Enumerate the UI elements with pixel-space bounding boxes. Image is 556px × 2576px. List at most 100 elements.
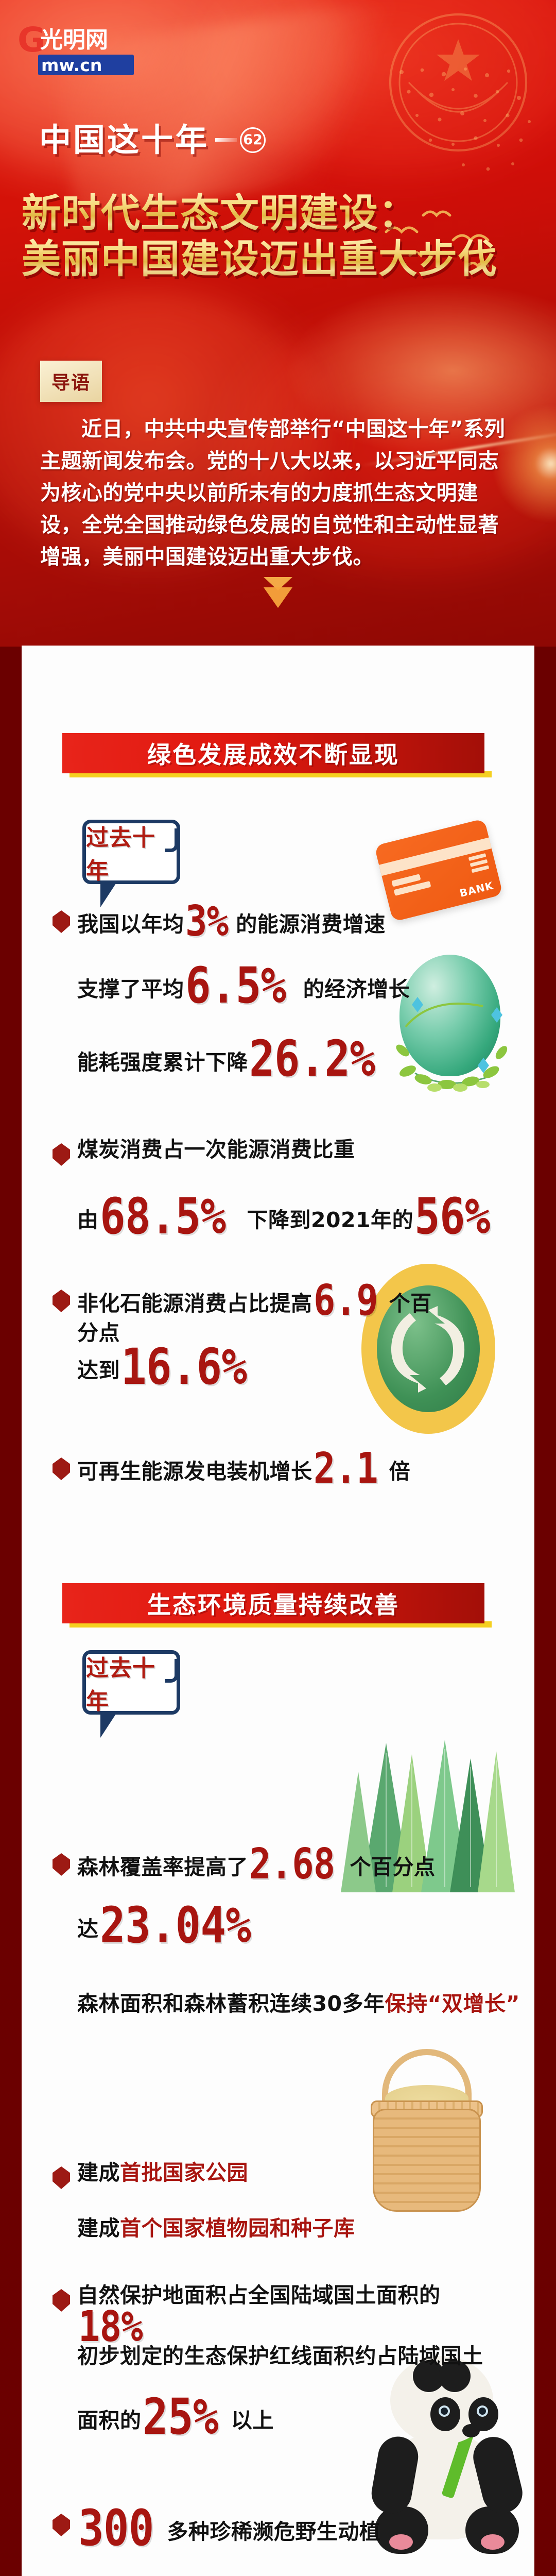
badge-label: 过去十年 [86,824,155,884]
intro-text: 近日，中共中央宣传部举行“中国这十年”系列主题新闻发布会。党的十八大以来，以习近… [40,417,506,569]
birds-icon [385,210,490,268]
title-dash-decoration [215,138,237,142]
stat-row: 达23.04% [77,1896,396,1954]
stat-number: 23.04% [99,1896,251,1954]
stat-number: 25% [142,2388,218,2446]
stat-row: 森林面积和森林蓄积连续30多年保持“双增长” [77,1990,530,2017]
stat-prefix: 森林覆盖率提高了 [77,1855,248,1879]
stat-number: 2.68 [249,1840,335,1889]
stat-prefix: 支撑了平均 [77,977,184,1002]
stat-row: 初步划定的生态保护红线面积约占陆域国土 [77,2343,489,2369]
stat-text: 达23.04% [77,1896,276,1954]
stat-prefix: 森林面积和森林蓄积连续30多年 [77,1991,385,2016]
bank-card-icon: BANK [374,818,503,922]
stat-prefix: 非化石能源消费占比提高 [77,1291,312,1316]
stat-number: 68.5% [99,1188,226,1245]
national-emblem-icon [389,13,528,152]
gmw-logo[interactable]: G 光明网 mw.cn [18,20,136,80]
stat-highlight: 保持“双增长” [385,1991,520,2016]
stat-row: 我国以年均3% 的能源消费增速 [53,897,444,946]
stat-text: 自然保护地面积占全国陆域国土面积的18% [77,2282,516,2352]
stat-number: 16.6% [121,1338,247,1396]
badge-past-ten-years: 过去十年 [82,1650,180,1738]
stat-row: 面积的25% 以上 [77,2388,396,2446]
stat-prefix: 我国以年均 [77,912,184,937]
stat-number: 26.2% [249,1030,375,1088]
stat-row: 建成首个国家植物园和种子库 [77,2215,468,2242]
intro-tag: 导语 [40,361,102,402]
stat-row: 建成首批国家公园 [53,2159,413,2189]
badge-label: 过去十年 [86,1655,155,1715]
stat-suffix: 以上 [231,2408,274,2433]
lens-flare-decoration [479,392,556,536]
section-header-green-development: 绿色发展成效不断显现 [22,733,534,781]
stat-highlight: 首个国家植物园和种子库 [120,2216,355,2241]
stat-prefix: 达到 [77,1358,120,1383]
stat-prefix: 可再生能源发电装机增长 [77,1459,312,1484]
page-title-line2: 美丽中国建设迈出重大步伐 [22,236,542,282]
stat-suffix: 个百分点 [350,1855,436,1879]
svg-text:mw.cn: mw.cn [41,55,102,75]
section-header-eco-environment: 生态环境质量持续改善 [22,1583,534,1631]
stat-number: 6.5% [185,957,286,1014]
series-title-text: 中国这十年 [39,121,210,159]
bullet-icon [53,910,70,933]
stat-text: 森林面积和森林蓄积连续30多年保持“双增长” [77,1990,520,2017]
svg-text:G: G [18,20,45,60]
stat-row: 可再生能源发电装机增长2.1 倍 [53,1444,464,1493]
bullet-icon [53,2514,70,2536]
stat-row: 非化石能源消费占比提高6.9 个百分点 [53,1276,444,1347]
stat-number: 18% [78,2302,143,2352]
svg-text:光明网: 光明网 [40,27,108,53]
stat-suffix: 个百分点 [77,1291,432,1346]
stat-number: 3% [185,897,229,946]
scroll-down-chevrons [264,577,292,608]
stat-middle: 下降到2021年的 [247,1208,414,1232]
stat-text: 我国以年均3% 的能源消费增速 [77,897,386,946]
badge-past-ten-years: 过去十年 [82,820,180,907]
stat-number: 2.1 [313,1444,378,1493]
bullet-icon [53,1853,70,1876]
stat-suffix: 的能源消费增速 [236,912,386,937]
stat-text: 建成首个国家植物园和种子库 [77,2215,355,2242]
stat-prefix: 建成 [77,2216,120,2241]
stat-number-2: 56% [414,1188,490,1245]
stat-suffix: 倍 [389,1459,411,1484]
stat-highlight: 首批国家公园 [120,2160,248,2185]
stat-text: 支撑了平均6.5% 的经济增长 [77,957,410,1014]
stat-text: 面积的25% 以上 [77,2388,274,2446]
stat-row: 煤炭消费占一次能源消费比重 [53,1136,444,1166]
content-card: 绿色发展成效不断显现 过去十年 BANK [22,646,534,2576]
stat-suffix: 的经济增长 [303,977,410,1002]
halftone-dots-decoration [399,67,531,171]
stat-text: 300 多种珍稀濒危野生动植 [77,2499,380,2557]
stat-number: 300 [78,2499,154,2557]
stat-prefix: 能耗强度累计下降 [77,1050,248,1075]
stat-row: 达到16.6% [77,1338,438,1396]
stat-text: 煤炭消费占一次能源消费比重 [77,1137,355,1162]
stat-row: 支撑了平均6.5% 的经济增长 [77,957,489,1014]
stat-number: 6.9 [313,1276,378,1325]
stat-text: 非化石能源消费占比提高6.9 个百分点 [77,1276,444,1347]
stat-text: 达到16.6% [77,1338,268,1396]
stat-prefix: 建成 [77,2160,120,2185]
stat-prefix: 由 [77,1208,99,1232]
seed-basket-icon [368,2047,486,2217]
stat-row: 300 多种珍稀濒危野生动植 [53,2499,413,2557]
stat-text: 能耗强度累计下降26.2% [77,1030,396,1088]
stat-row: 森林覆盖率提高了2.68 个百分点 [53,1840,495,1889]
bullet-icon [53,2166,70,2189]
stat-text: 可再生能源发电装机增长2.1 倍 [77,1444,411,1493]
stat-text: 森林覆盖率提高了2.68 个百分点 [77,1840,436,1889]
hero-banner: G 光明网 mw.cn 中国这十年 62 新时代生态文明建设： 美丽中国建设迈出… [0,0,556,647]
bullet-icon [53,1143,70,1166]
bullet-icon [53,1290,70,1312]
series-title: 中国这十年 62 [39,120,266,160]
page-title-line1: 新时代生态文明建设： [22,190,542,236]
intro-block: 导语 近日，中共中央宣传部举行“中国这十年”系列主题新闻发布会。党的十八大以来，… [40,361,519,573]
bullet-icon [53,2289,70,2312]
stat-row: 由68.5% 下降到2021年的56% [77,1188,525,1245]
stat-text: 由68.5% 下降到2021年的56% [77,1188,503,1245]
stat-row: 能耗强度累计下降26.2% [77,1030,499,1088]
stat-text: 初步划定的生态保护红线面积约占陆域国土 [77,2344,483,2368]
